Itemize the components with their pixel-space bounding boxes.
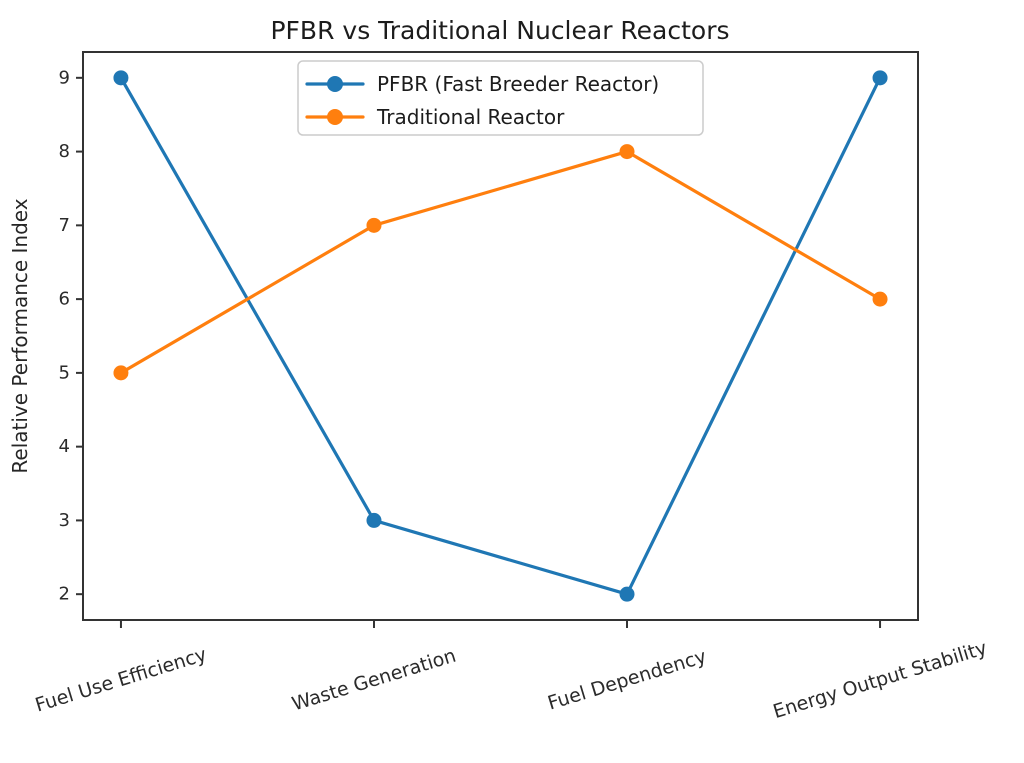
legend-label-traditional: Traditional Reactor	[376, 105, 565, 129]
series-line-0	[119, 76, 882, 596]
legend-box	[297, 60, 704, 136]
y-tick-label: 7	[59, 215, 70, 236]
y-tick-label: 9	[59, 67, 70, 88]
y-tick-label: 2	[59, 584, 70, 605]
x-tick-label: Energy Output Stability	[771, 637, 990, 723]
legend-sample-marker-pfbr	[327, 76, 343, 92]
x-tick-label: Fuel Dependency	[545, 645, 709, 714]
data-point-marker	[872, 70, 888, 86]
data-point-marker	[113, 70, 129, 86]
y-tick-label: 6	[59, 289, 70, 310]
x-tick-label: Fuel Use Efficiency	[33, 643, 210, 716]
data-point-marker	[619, 586, 635, 602]
y-tick-label: 8	[59, 141, 70, 162]
data-point-marker	[619, 144, 635, 160]
data-series	[113, 70, 888, 602]
chart-title: PFBR vs Traditional Nuclear Reactors	[270, 16, 729, 45]
data-point-marker	[366, 512, 382, 528]
legend: PFBR (Fast Breeder Reactor) Traditional …	[297, 60, 704, 136]
y-axis-ticks: 2 3 4 5 6 7 8 9	[59, 67, 83, 605]
x-axis-ticks: Fuel Use Efficiency Waste Generation Fuel …	[33, 620, 990, 723]
series-line-1	[119, 149, 882, 375]
data-point-marker	[113, 365, 129, 381]
data-point-marker	[366, 217, 382, 233]
y-axis-label: Relative Performance Index	[8, 198, 32, 473]
data-point-marker	[872, 291, 888, 307]
legend-label-pfbr: PFBR (Fast Breeder Reactor)	[377, 72, 659, 96]
y-tick-label: 4	[59, 436, 70, 457]
x-tick-label: Waste Generation	[289, 645, 458, 716]
plot-border	[82, 51, 919, 621]
y-tick-label: 5	[59, 362, 70, 383]
legend-sample-marker-traditional	[327, 109, 343, 125]
y-tick-label: 3	[59, 510, 70, 531]
